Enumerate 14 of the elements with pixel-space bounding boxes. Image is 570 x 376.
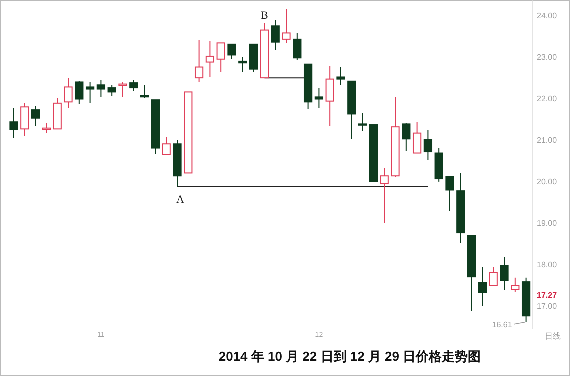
y-tick-label: 24.00 (537, 11, 558, 20)
text: 17.27 (537, 291, 558, 300)
text: 日线 (545, 332, 561, 341)
y-tick-label: 21.00 (537, 136, 558, 145)
text: 2014 年 10 月 22 日到 12 月 29 日价格走势图 (218, 349, 482, 364)
y-tick-label: 18.00 (537, 260, 558, 270)
y-tick-label: 23.00 (537, 52, 558, 62)
y-tick-label: 22.00 (537, 94, 558, 104)
y-tick-label: 20.00 (537, 178, 558, 187)
y-tick-label: 19.00 (537, 219, 558, 228)
y-tick-label: 17.00 (537, 302, 558, 312)
annotation: B (261, 10, 268, 22)
annotation: 16.61 (492, 320, 513, 330)
ref-line-label: A (176, 194, 185, 206)
